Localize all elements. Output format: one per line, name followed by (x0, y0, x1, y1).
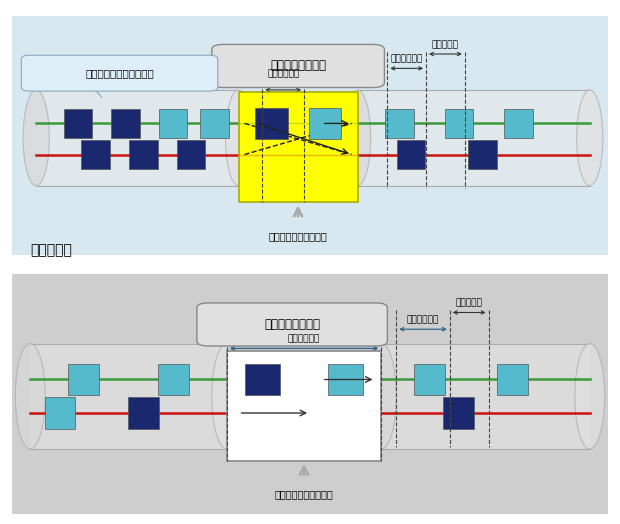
Bar (381, 344, 590, 449)
Bar (129, 140, 157, 169)
Bar (497, 364, 528, 395)
FancyBboxPatch shape (4, 270, 616, 517)
Text: パケット長: パケット長 (456, 299, 482, 308)
Ellipse shape (575, 344, 604, 449)
Bar (468, 140, 497, 169)
Bar (68, 364, 99, 395)
Bar (128, 397, 159, 429)
Ellipse shape (16, 344, 45, 449)
Text: 光パケットノード: 光パケットノード (264, 318, 320, 331)
Bar (200, 109, 229, 138)
Bar (445, 109, 473, 138)
FancyBboxPatch shape (4, 12, 616, 259)
Ellipse shape (577, 90, 603, 185)
Bar (227, 351, 381, 461)
Ellipse shape (212, 344, 242, 449)
Bar (255, 108, 288, 139)
FancyBboxPatch shape (21, 55, 218, 91)
Text: スイッチングデバイス: スイッチングデバイス (275, 489, 334, 499)
Bar (358, 90, 590, 185)
Text: スイッチングデバイス: スイッチングデバイス (268, 231, 327, 241)
Ellipse shape (366, 344, 396, 449)
FancyBboxPatch shape (197, 303, 388, 346)
Bar (64, 109, 92, 138)
Bar (309, 108, 341, 139)
Text: ガードタイム: ガードタイム (391, 54, 423, 63)
Bar (36, 90, 239, 185)
Bar (397, 140, 425, 169)
Bar (81, 140, 110, 169)
Bar (329, 364, 363, 395)
Ellipse shape (226, 90, 252, 185)
Text: ガードタイム: ガードタイム (288, 335, 320, 344)
Bar (157, 364, 188, 395)
Bar (504, 109, 533, 138)
Bar (177, 140, 205, 169)
Bar (414, 364, 445, 395)
Bar (245, 364, 280, 395)
Text: 光パケットノード: 光パケットノード (270, 60, 326, 72)
Text: パケットを密に伝送可能: パケットを密に伝送可能 (85, 68, 154, 78)
Bar (385, 109, 414, 138)
Bar (239, 92, 358, 202)
Text: ガードタイム: ガードタイム (407, 315, 439, 324)
Bar (443, 397, 474, 429)
Bar (45, 397, 76, 429)
Text: ガードタイム: ガードタイム (267, 69, 299, 78)
Bar (111, 109, 140, 138)
Bar (159, 109, 187, 138)
Text: パケット長: パケット長 (432, 40, 459, 49)
FancyBboxPatch shape (212, 45, 384, 88)
Ellipse shape (23, 90, 50, 185)
Ellipse shape (345, 90, 371, 185)
Bar (30, 344, 227, 449)
Text: 従来の技術: 従来の技術 (30, 244, 72, 257)
